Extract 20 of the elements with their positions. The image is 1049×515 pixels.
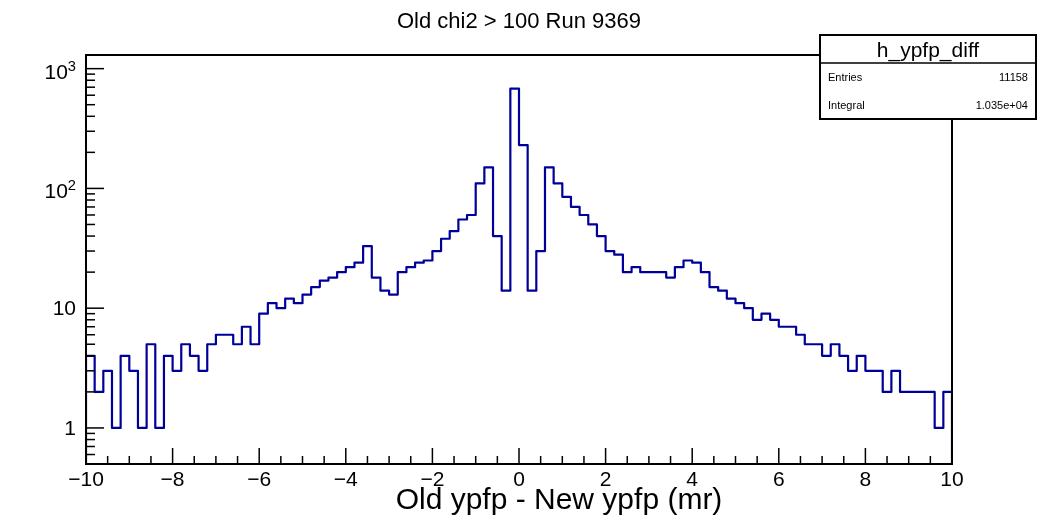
x-tick-label: 6: [772, 467, 785, 490]
annotation: Integral: [828, 99, 865, 111]
x-tick-label: −8: [160, 467, 185, 490]
y-tick-label: 10$^{3}$: [44, 57, 76, 83]
x-tick-label: 2: [599, 467, 612, 490]
annotation: Entries: [828, 71, 863, 83]
y-tick-label: 10$^{2}$: [44, 177, 76, 203]
text: 1.035e+04: [975, 99, 1028, 111]
y-tick-label: 10: [52, 296, 76, 320]
x-tick-label: 0: [513, 467, 525, 490]
chart-title: Old chi2 > 100 Run 9369: [396, 8, 642, 33]
text: 11158: [999, 71, 1028, 83]
x-tick-label: −10: [68, 467, 104, 490]
x-tick-label: 4: [686, 467, 699, 490]
x-tick-label: 10: [940, 467, 964, 490]
y-tick-label: 1: [64, 415, 76, 439]
x-tick-label: −6: [247, 467, 272, 490]
x-tick-label: 8: [859, 467, 872, 490]
annotation: h_ypfp_diff: [876, 38, 980, 62]
x-tick-label: −4: [333, 467, 359, 490]
